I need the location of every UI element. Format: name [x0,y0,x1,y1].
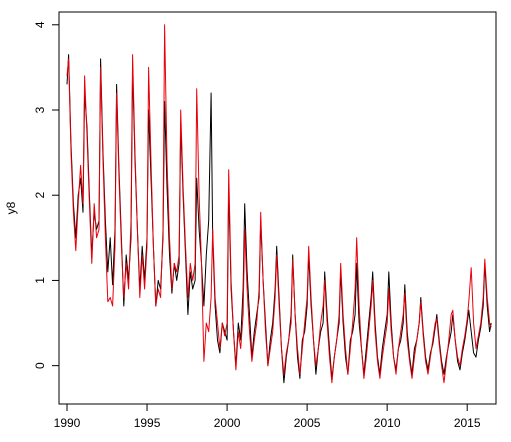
plot-frame [58,11,497,405]
y-tick-label: 2 [33,192,47,199]
x-axis: 1990 1995 2000 2005 2010 2015 [54,404,481,430]
x-tick-label: 2000 [214,416,241,430]
x-tick-label: 2010 [374,416,401,430]
x-tick-label: 2015 [454,416,481,430]
x-tick-label: 1990 [54,416,81,430]
y-tick-label: 0 [33,362,47,369]
x-tick-label: 2005 [294,416,321,430]
y-tick-label: 4 [33,21,47,28]
series-layer [66,24,492,384]
y-axis-title: y8 [4,201,18,214]
series-line-2 [66,24,492,384]
x-tick-label: 1995 [134,416,161,430]
y-tick-label: 3 [33,106,47,113]
y-tick-label: 1 [33,277,47,284]
y-axis: 0 1 2 3 4 [33,21,59,369]
